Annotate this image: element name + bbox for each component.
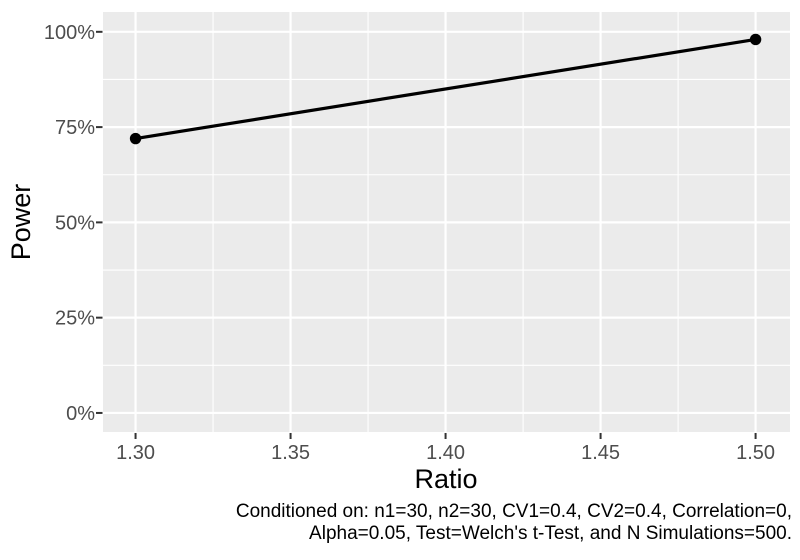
y-tick-label: 0% bbox=[66, 403, 95, 425]
x-tick-label: 1.30 bbox=[116, 442, 155, 464]
caption-line-1: Conditioned on: n1=30, n2=30, CV1=0.4, C… bbox=[235, 501, 792, 522]
y-tick-label: 50% bbox=[55, 212, 95, 234]
y-axis-title: Power bbox=[6, 184, 36, 261]
data-point bbox=[749, 33, 762, 46]
x-tick-label: 1.40 bbox=[426, 442, 465, 464]
x-axis-title: Ratio bbox=[414, 464, 477, 494]
y-tick-label: 100% bbox=[44, 22, 95, 44]
y-tick-label: 25% bbox=[55, 308, 95, 330]
chart-layer: 1.30 1.35 1.40 1.45 1.50 0% 25% 50% 75% 100% bbox=[44, 12, 790, 464]
x-tick-label: 1.50 bbox=[736, 442, 775, 464]
y-tick-label: 75% bbox=[55, 117, 95, 139]
x-tick-label: 1.35 bbox=[271, 442, 310, 464]
data-point bbox=[129, 132, 142, 145]
caption-line-2: Alpha=0.05, Test=Welch's t-Test, and N S… bbox=[309, 523, 792, 544]
plot-caption: Conditioned on: n1=30, n2=30, CV1=0.4, C… bbox=[236, 501, 792, 545]
x-tick-label: 1.45 bbox=[581, 442, 620, 464]
power-line bbox=[135, 37, 756, 141]
